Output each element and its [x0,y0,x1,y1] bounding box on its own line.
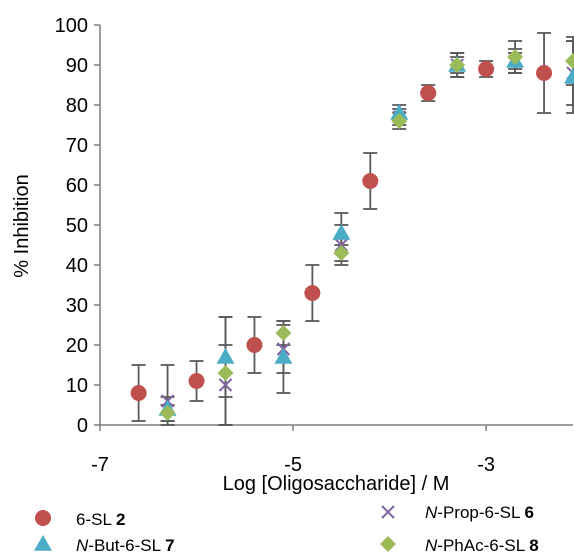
legend-label-number: 8 [529,536,538,555]
legend-entry: N-But-6-SL 7 [34,535,175,555]
axes [94,24,573,431]
y-tick-label: 70 [66,135,88,157]
legend-label-number: 2 [116,510,125,529]
y-tick-label: 100 [55,15,88,37]
y-axis-title: % Inhibition [11,174,33,277]
x-tick-label: -7 [91,454,109,476]
data-point-triangle [216,348,235,364]
legend-label-prefix: N [425,536,438,555]
tick-labels: 0 10 20 30 40 50 60 70 80 90 100 -7 -5 -3 [55,15,495,476]
legend-label-number: 6 [525,503,534,522]
data-point-circle [246,337,263,353]
legend-label-main: 6-SL [76,510,116,529]
data-point-diamond [217,365,234,381]
data-point-diamond [159,405,176,421]
y-tick-label: 40 [66,255,88,277]
data-point-circle [420,85,437,101]
y-tick-label: 0 [77,415,88,437]
legend-label-prefix: N [76,536,89,555]
data-point-cross [218,378,233,392]
data-point-diamond [275,325,292,341]
data-point-diamond [391,113,408,129]
data-point-diamond [333,245,350,261]
x-tick-label: -3 [477,454,495,476]
legend-marker-circle [35,510,51,526]
legend-entry: N-Prop-6-SL 6 [381,503,534,522]
data-markers [130,49,574,421]
data-point-triangle [390,104,409,120]
y-tick-label: 50 [66,215,88,237]
legend-label-main: -PhAc-6-SL [437,536,529,555]
error-bars [131,32,574,426]
legend-label: 6-SL 2 [76,510,125,529]
data-point-circle [536,65,553,81]
data-point-circle [478,61,495,77]
data-point-diamond [449,57,466,73]
data-point-circle [130,385,147,401]
y-tick-label: 20 [66,335,88,357]
legend-marker-diamond [380,536,396,552]
legend-marker-triangle [34,535,52,551]
y-tick-label: 90 [66,55,88,77]
data-point-diamond [507,49,524,65]
data-point-circle [304,285,321,301]
legend-label: N-Prop-6-SL 6 [425,503,534,522]
legend-label: N-But-6-SL 7 [76,536,175,555]
legend-marker-cross [381,505,395,519]
y-tick-label: 30 [66,295,88,317]
legend-label-prefix: N [425,503,438,522]
y-tick-label: 10 [66,375,88,397]
legend: 6-SL 2 N-Prop-6-SL 6N-But-6-SL 7 N-PhAc-6-… [34,503,539,555]
legend-label-main: -Prop-6-SL [437,503,524,522]
data-point-triangle [274,348,293,364]
y-tick-label: 60 [66,175,88,197]
data-point-circle [188,373,205,389]
legend-label: N-PhAc-6-SL 8 [425,536,539,555]
legend-label-number: 7 [165,536,174,555]
data-point-circle [362,173,379,189]
legend-entry: N-PhAc-6-SL 8 [380,536,539,555]
x-tick-label: -5 [284,454,302,476]
legend-entry: 6-SL 2 [35,510,125,529]
data-point-triangle [332,224,351,240]
legend-label-main: -But-6-SL [88,536,165,555]
y-tick-label: 80 [66,95,88,117]
data-point-diamond [565,53,574,69]
data-point-triangle [564,68,574,84]
x-axis-title: Log [Oligosaccharide] / M [223,473,450,495]
